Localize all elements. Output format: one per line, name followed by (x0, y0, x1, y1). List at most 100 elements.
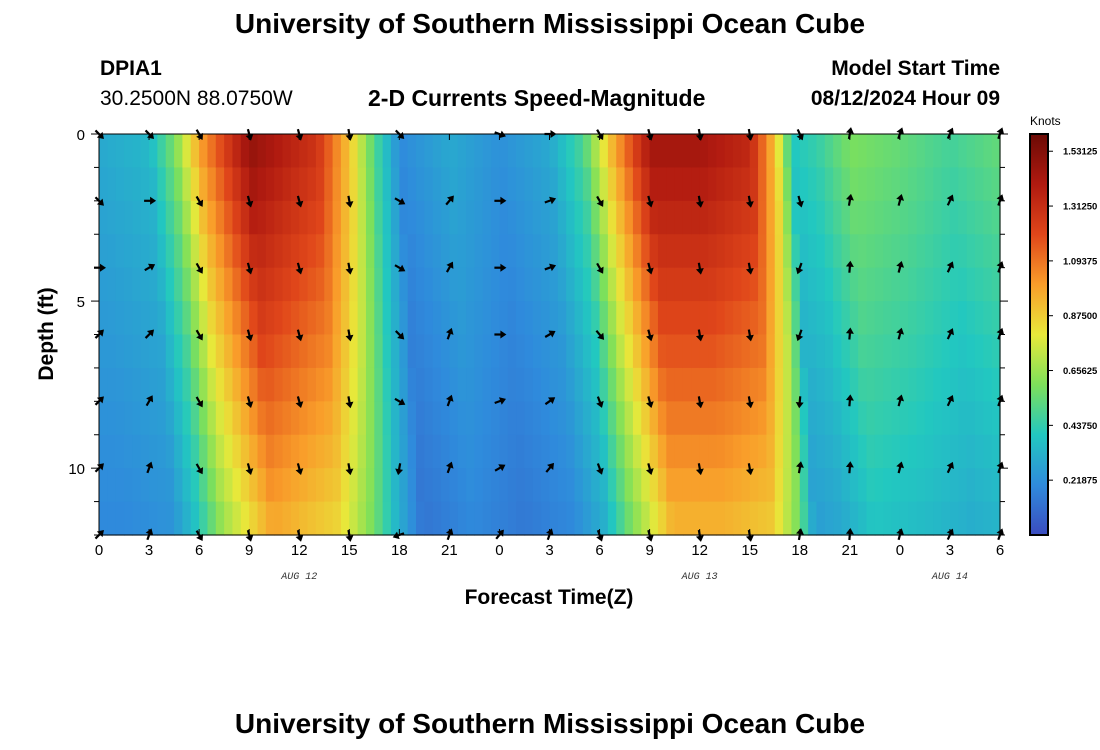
heatmap-cell (365, 434, 375, 469)
heatmap-cell (708, 167, 717, 202)
heatmap-cell (340, 200, 350, 235)
heatmap-cell (457, 234, 467, 269)
heatmap-cell (424, 234, 434, 269)
heatmap-cell (149, 367, 158, 402)
heatmap-cell (741, 301, 751, 336)
heatmap-cell (390, 234, 400, 269)
heatmap-cell (432, 234, 442, 269)
heatmap-cell (165, 468, 175, 503)
heatmap-cell (107, 200, 117, 235)
heatmap-cell (966, 134, 976, 169)
heatmap-cell (708, 301, 717, 336)
heatmap-cell (516, 334, 526, 369)
heatmap-cell (616, 234, 626, 269)
heatmap-cell (958, 334, 968, 369)
heatmap-cell (315, 134, 325, 169)
heatmap-cell (699, 468, 709, 503)
heatmap-cell (524, 401, 534, 436)
heatmap-cell (107, 234, 117, 269)
heatmap-cell (774, 200, 784, 235)
heatmap-cell (582, 167, 592, 202)
current-arrow (345, 396, 354, 409)
heatmap-cell (724, 134, 734, 169)
current-arrow (295, 396, 304, 409)
heatmap-cell (449, 267, 459, 302)
colorbar-tick-label: 0.65625 (1063, 366, 1098, 377)
heatmap-cell (933, 134, 943, 169)
heatmap-cell (541, 367, 551, 402)
heatmap-cell (491, 401, 501, 436)
heatmap-cell (382, 301, 392, 336)
heatmap-cell (182, 134, 192, 169)
heatmap-cell (933, 367, 943, 402)
heatmap-cell (924, 401, 934, 436)
heatmap-cell (682, 501, 692, 536)
heatmap-cell (624, 267, 634, 302)
heatmap-cell (733, 134, 742, 169)
heatmap-cell (574, 134, 584, 169)
current-arrow (245, 195, 254, 208)
heatmap-cell (924, 501, 934, 536)
heatmap-cell (599, 301, 609, 336)
heatmap-cell (666, 267, 676, 302)
heatmap-cell (457, 200, 467, 235)
heatmap-cell (140, 401, 150, 436)
heatmap-cell (908, 134, 918, 169)
heatmap-cell (891, 167, 901, 202)
heatmap-cell (657, 501, 667, 536)
heatmap-cell (132, 234, 142, 269)
heatmap-cell (199, 267, 209, 302)
heatmap-cell (416, 468, 425, 503)
heatmap-cell (958, 301, 968, 336)
heatmap-cell (240, 401, 250, 436)
heatmap-cell (99, 434, 108, 469)
heatmap-cell (866, 468, 876, 503)
heatmap-cell (274, 234, 284, 269)
heatmap-cell (924, 468, 934, 503)
heatmap-cell (274, 468, 284, 503)
heatmap-cell (858, 200, 868, 235)
heatmap-cell (524, 468, 534, 503)
heatmap-cell (883, 334, 893, 369)
heatmap-cell (874, 301, 884, 336)
x-tick-label: 9 (645, 542, 653, 559)
current-arrow (195, 530, 204, 542)
heatmap-cell (324, 401, 334, 436)
heatmap-cell (816, 367, 826, 402)
heatmap-cell (524, 334, 534, 369)
station-id: DPIA1 (100, 57, 162, 80)
heatmap-cell (115, 367, 125, 402)
current-arrow (946, 394, 954, 407)
heatmap-cell (382, 134, 392, 169)
heatmap-cell (974, 367, 984, 402)
heatmap-cell (107, 501, 117, 536)
heatmap-cell (399, 401, 409, 436)
heatmap-cell (332, 501, 342, 536)
heatmap-cell (249, 468, 259, 503)
heatmap-cell (632, 334, 642, 369)
heatmap-cell (274, 167, 284, 202)
heatmap-cell (899, 334, 909, 369)
heatmap-cell (115, 501, 125, 536)
heatmap-cell (491, 434, 501, 469)
heatmap-cell (891, 267, 901, 302)
heatmap-cell (215, 167, 225, 202)
heatmap-cell (124, 434, 133, 469)
heatmap-cell (582, 301, 592, 336)
heatmap-cell (858, 501, 868, 536)
heatmap-cell (616, 334, 626, 369)
heatmap-cell (983, 200, 993, 235)
heatmap-cell (265, 267, 275, 302)
heatmap-cell (290, 200, 300, 235)
heatmap-cell (149, 334, 158, 369)
heatmap-cell (874, 401, 884, 436)
heatmap-cell (416, 301, 425, 336)
heatmap-cell (716, 267, 726, 302)
heatmap-cell (115, 468, 125, 503)
heatmap-cell (824, 200, 834, 235)
heatmap-cell (524, 167, 534, 202)
heatmap-cell (265, 301, 275, 336)
heatmap-cell (758, 167, 767, 202)
heatmap-cell (307, 200, 317, 235)
heatmap-cell (282, 434, 292, 469)
